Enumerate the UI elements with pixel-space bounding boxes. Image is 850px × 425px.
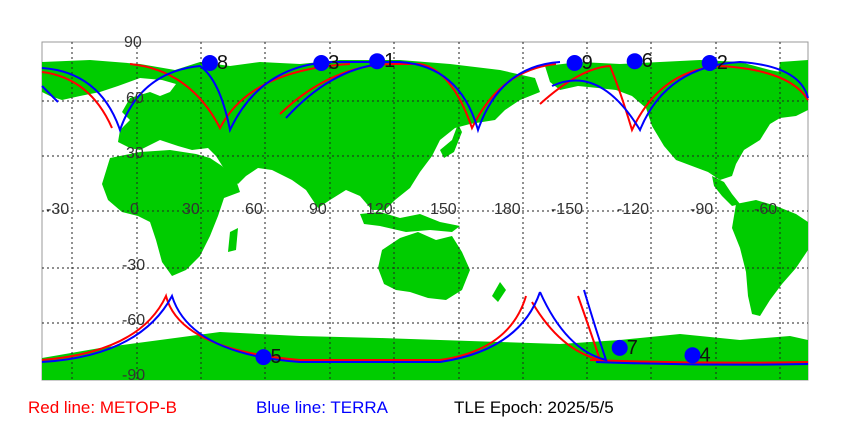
tle-epoch-label: TLE Epoch: 2025/5/5 (454, 398, 614, 417)
indonesia-land (360, 212, 460, 232)
legend-blue-line: Blue line: TERRA (256, 398, 388, 417)
satellite-point-label-4: 4 (700, 344, 711, 366)
lat-label-90: 90 (124, 34, 142, 51)
latitude-labels: 90 60 30 -30 -60 -90 (122, 34, 145, 384)
australia-land (378, 232, 470, 300)
lat-label-neg30: -30 (122, 257, 145, 274)
lat-label-60: 60 (126, 90, 144, 107)
blue-track-south-arc-1 (41, 291, 541, 363)
blue-track-terra (41, 60, 809, 366)
lon-label-neg60: -60 (754, 201, 777, 218)
satellite-point-7 (611, 339, 628, 356)
satellite-points: 1 2 3 4 5 6 7 8 9 (201, 50, 728, 368)
lon-label-60: 60 (245, 201, 263, 218)
lon-label-90: 90 (309, 201, 327, 218)
greenland-land (778, 60, 808, 98)
japan-land (440, 124, 462, 158)
satellite-point-label-8: 8 (217, 52, 228, 74)
satellite-point-label-6: 6 (642, 50, 653, 72)
south-america-land (732, 200, 808, 316)
satellite-point-label-1: 1 (384, 50, 395, 72)
lon-label-neg90: -90 (690, 201, 713, 218)
land-masses (42, 60, 808, 380)
satellite-point-label-3: 3 (328, 52, 339, 74)
new-zealand-land (492, 282, 506, 302)
red-track-north-arc-4 (539, 64, 809, 133)
lon-label-neg30: -30 (46, 201, 69, 218)
satellite-point-3 (313, 55, 330, 71)
blue-track-north-arc-4 (551, 60, 809, 133)
satellite-point-2 (701, 55, 718, 71)
satellite-point-9 (566, 55, 583, 71)
lat-label-30: 30 (126, 145, 144, 162)
blue-track-south-arc-3 (595, 361, 809, 366)
red-track-south-arc-3 (589, 359, 809, 364)
satellite-point-label-7: 7 (627, 337, 638, 359)
satellite-point-label-2: 2 (717, 52, 728, 74)
lon-label-30: 30 (182, 201, 200, 218)
satellite-point-label-5: 5 (271, 346, 282, 368)
lon-label-120: 120 (366, 201, 393, 218)
lon-label-150: 150 (430, 201, 457, 218)
lon-label-neg150: -150 (551, 201, 583, 218)
satellite-point-5 (255, 349, 272, 366)
eurasia-land (42, 60, 540, 210)
lat-label-neg60: -60 (122, 312, 145, 329)
satellite-point-1 (369, 53, 386, 70)
lon-label-0: 0 (130, 201, 139, 218)
central-america-land (712, 176, 740, 206)
africa-land (102, 150, 240, 276)
legend-red-line: Red line: METOP-B (28, 398, 177, 417)
blue-track-north-arc-3 (285, 63, 381, 119)
blue-track-north-arc-1 (41, 85, 59, 103)
blue-track-south-arc-2 (539, 289, 608, 362)
satellite-point-6 (626, 53, 643, 70)
red-track-north-arc-1 (41, 71, 113, 129)
satellite-point-label-9: 9 (582, 52, 593, 74)
satellite-point-8 (201, 55, 218, 71)
madagascar-land (228, 228, 238, 252)
red-track-south-arc-1 (41, 293, 527, 361)
lat-label-neg90: -90 (122, 367, 145, 384)
north-america-land (545, 60, 808, 180)
blue-track-north-arc-2 (41, 61, 561, 134)
lon-label-180: 180 (494, 201, 521, 218)
lon-label-neg120: -120 (617, 201, 649, 218)
satellite-point-4 (684, 347, 701, 364)
longitude-labels: -30 0 30 60 90 120 150 180 -150 -120 -90… (46, 201, 777, 218)
